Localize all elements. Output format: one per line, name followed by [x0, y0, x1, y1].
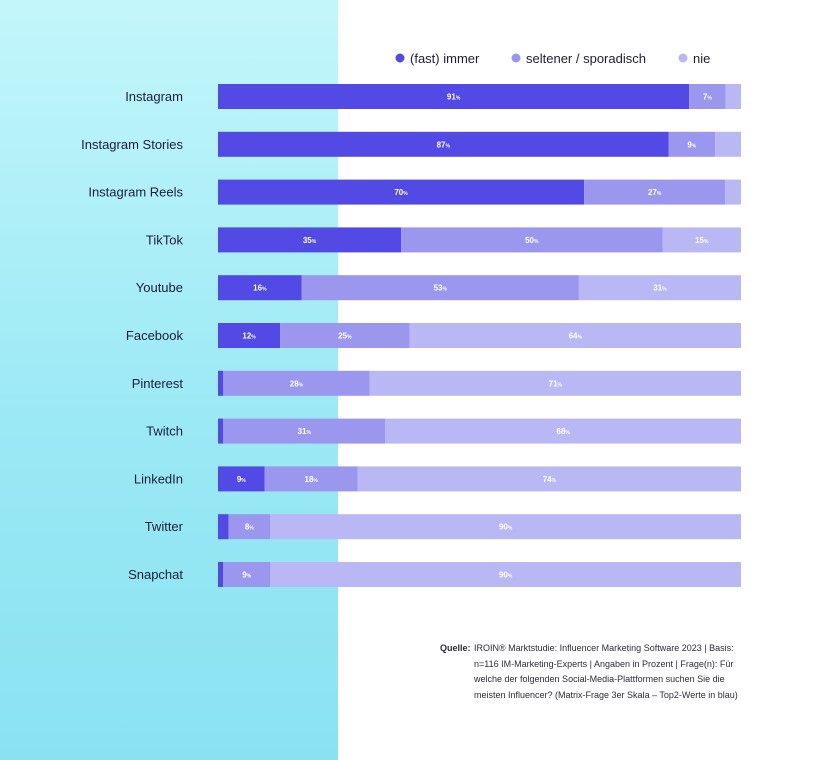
bar-segment-nie	[662, 227, 741, 253]
bar-segment-nie	[369, 370, 741, 396]
bar-segment-seltener-sporadisch	[280, 323, 410, 348]
bar-segment-nie	[385, 418, 741, 444]
bar-segment-fast-immer	[218, 323, 281, 348]
category-label: Youtube	[136, 280, 183, 295]
bar-row-snapchat: Snapchat 9% 90%	[128, 562, 741, 587]
data-label: 8%	[245, 523, 254, 532]
data-label: 68%	[557, 427, 571, 436]
bar-row-twitter: Twitter 8% 90%	[145, 514, 741, 540]
category-label: Pinterest	[132, 376, 184, 391]
bar-segment-fast-immer	[218, 370, 224, 396]
bar-row-pinterest: Pinterest 28% 71%	[132, 370, 741, 396]
category-label: Snapchat	[128, 567, 183, 582]
bar-segment-fast-immer	[218, 514, 229, 540]
data-label: 12%	[242, 332, 256, 341]
bar-segment-fast-immer	[218, 84, 690, 109]
bar-segment-fast-immer	[218, 179, 585, 205]
legend-label: seltener / sporadisch	[526, 51, 646, 66]
bar-segment-seltener-sporadisch	[301, 275, 579, 301]
bar-row-tiktok: TikTok 35% 50% 15%	[146, 227, 741, 253]
source-note: Quelle: IROIN® Marktstudie: Influencer Ma…	[440, 641, 746, 703]
data-label: 53%	[434, 284, 448, 293]
category-label: Facebook	[126, 328, 184, 343]
bar-segment-seltener-sporadisch	[689, 84, 726, 109]
data-label: 64%	[569, 332, 583, 341]
bar-segment-seltener-sporadisch	[401, 227, 663, 253]
legend-label: nie	[693, 51, 710, 66]
source-text: IROIN® Marktstudie: Influencer Marketing…	[474, 643, 738, 700]
legend-swatch	[511, 53, 521, 63]
data-label: 71%	[549, 379, 563, 388]
data-label: 91%	[447, 93, 461, 102]
data-label: 18%	[305, 475, 319, 484]
data-label: 27%	[648, 188, 662, 197]
bar-row-facebook: Facebook 12% 25% 64%	[126, 323, 741, 348]
data-label: 87%	[437, 140, 451, 149]
legend-item-nie: nie	[678, 51, 710, 66]
bar-row-instagram-stories: Instagram Stories 87% 9%	[81, 131, 741, 157]
data-label: 9%	[242, 571, 251, 580]
bar-segment-fast-immer	[218, 418, 224, 444]
data-label: 31%	[298, 427, 312, 436]
category-label: Twitch	[146, 424, 183, 439]
legend-swatch	[395, 53, 405, 63]
bar-segment-nie	[715, 131, 741, 157]
legend-item-seltener-sporadisch: seltener / sporadisch	[511, 51, 646, 66]
bar-segment-seltener-sporadisch	[223, 562, 271, 587]
category-label: TikTok	[146, 232, 184, 247]
data-label: 50%	[525, 236, 539, 245]
stacked-bar-chart: (fast) immer seltener / sporadisch nie Inst…	[81, 51, 741, 587]
data-label: 90%	[499, 523, 513, 532]
category-label: Instagram Stories	[81, 137, 183, 152]
bar-row-instagram: Instagram 91% 7%	[125, 84, 741, 109]
data-label: 35%	[303, 236, 317, 245]
bar-segment-nie	[357, 466, 741, 492]
bar-segment-fast-immer	[218, 275, 302, 301]
data-label: 15%	[695, 236, 709, 245]
bar-row-twitch: Twitch 31% 68%	[146, 418, 741, 444]
category-label: Instagram	[125, 89, 183, 104]
bar-row-youtube: Youtube 16% 53% 31%	[136, 275, 741, 301]
legend-item-fast-immer: (fast) immer	[395, 51, 480, 66]
bar-segment-nie	[725, 179, 741, 205]
bar-segment-fast-immer	[218, 466, 265, 492]
legend-label: (fast) immer	[410, 51, 480, 66]
bar-segment-fast-immer	[218, 227, 402, 253]
bar-segment-nie	[578, 275, 741, 301]
bar-segment-seltener-sporadisch	[264, 466, 358, 492]
bar-row-instagram-reels: Instagram Reels 70% 27%	[88, 179, 741, 205]
bar-segment-nie	[270, 514, 741, 540]
bar-segment-seltener-sporadisch	[584, 179, 726, 205]
data-label: 31%	[653, 284, 667, 293]
bar-row-linkedin: LinkedIn 9% 18% 74%	[134, 466, 741, 492]
bar-segment-seltener-sporadisch	[223, 370, 370, 396]
category-label: LinkedIn	[134, 471, 183, 486]
bar-segment-fast-immer	[218, 131, 669, 157]
data-label: 70%	[394, 188, 408, 197]
data-label: 9%	[687, 140, 696, 149]
data-label: 9%	[237, 475, 246, 484]
category-label: Twitter	[145, 519, 184, 534]
bar-segment-seltener-sporadisch	[228, 514, 271, 540]
bar-segment-nie	[270, 562, 741, 587]
legend-swatch	[678, 53, 688, 63]
source-label: Quelle:	[440, 643, 471, 653]
bar-segment-nie	[409, 323, 741, 348]
data-label: 28%	[290, 379, 304, 388]
data-label: 90%	[499, 571, 513, 580]
category-label: Instagram Reels	[88, 185, 183, 200]
data-label: 16%	[253, 284, 267, 293]
bar-segment-seltener-sporadisch	[668, 131, 716, 157]
data-label: 7%	[703, 93, 712, 102]
data-label: 74%	[543, 475, 557, 484]
data-label: 25%	[338, 332, 352, 341]
bar-segment-nie	[725, 84, 741, 109]
bar-segment-fast-immer	[218, 562, 224, 587]
bar-segment-seltener-sporadisch	[223, 418, 386, 444]
